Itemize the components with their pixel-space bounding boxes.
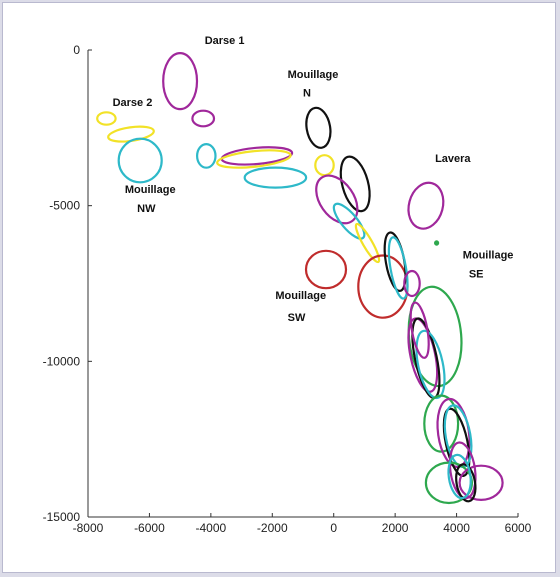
confidence-ellipse-yellow xyxy=(96,111,117,126)
area-annotation-label: Mouillage xyxy=(463,250,514,262)
confidence-ellipse-green xyxy=(434,240,440,246)
area-annotation-label: Mouillage xyxy=(275,290,326,302)
area-annotation-label: Lavera xyxy=(435,153,471,165)
confidence-ellipse-magenta xyxy=(407,181,445,230)
confidence-ellipse-yellow xyxy=(314,154,335,177)
confidence-ellipse-cyan xyxy=(243,166,308,189)
x-tick-label: -2000 xyxy=(257,521,288,535)
x-tick-label: -4000 xyxy=(196,521,227,535)
x-tick-label: 4000 xyxy=(443,521,470,535)
confidence-ellipse-magenta xyxy=(448,441,477,500)
confidence-ellipse-magenta xyxy=(162,51,199,111)
area-annotation-label: SE xyxy=(469,268,484,280)
confidence-ellipse-cyan xyxy=(196,142,217,169)
area-annotation-label: Mouillage xyxy=(125,184,176,196)
confidence-ellipse-cyan xyxy=(117,137,163,184)
confidence-ellipse-cyan xyxy=(332,202,366,240)
confidence-ellipse-magenta xyxy=(403,269,421,298)
confidence-ellipse-cyan xyxy=(387,236,409,300)
confidence-ellipse-magenta xyxy=(191,109,216,128)
confidence-ellipse-magenta xyxy=(458,464,504,501)
x-tick-label: -8000 xyxy=(73,521,104,535)
y-tick-label: -15000 xyxy=(43,510,81,524)
x-tick-label: 0 xyxy=(330,521,337,535)
y-tick-label: 0 xyxy=(73,43,80,57)
confidence-ellipse-cyan xyxy=(447,453,472,500)
area-annotation-label: Darse 1 xyxy=(205,35,245,47)
area-annotation-label: N xyxy=(303,88,311,100)
confidence-ellipse-yellow xyxy=(216,149,292,169)
confidence-ellipse-black xyxy=(339,155,371,213)
figure-frame xyxy=(2,2,556,573)
confidence-ellipse-yellow xyxy=(354,222,381,264)
area-annotation-label: NW xyxy=(137,203,156,215)
y-tick-label: -5000 xyxy=(49,199,80,213)
confidence-ellipse-black xyxy=(455,463,477,503)
confidence-ellipse-magenta xyxy=(315,174,359,225)
confidence-ellipse-black xyxy=(305,106,332,149)
x-tick-label: -6000 xyxy=(134,521,165,535)
area-annotation-label: Mouillage xyxy=(288,69,339,81)
confidence-ellipse-green xyxy=(423,394,460,453)
area-annotation-label: SW xyxy=(288,312,306,324)
confidence-ellipse-cyan xyxy=(415,329,446,400)
x-tick-label: 2000 xyxy=(382,521,409,535)
confidence-ellipse-magenta xyxy=(409,301,430,359)
area-annotation-label: Darse 2 xyxy=(113,97,153,109)
x-tick-label: 6000 xyxy=(505,521,532,535)
confidence-ellipse-red xyxy=(357,254,409,319)
y-tick-label: -10000 xyxy=(43,354,81,368)
confidence-ellipse-red xyxy=(304,249,348,290)
